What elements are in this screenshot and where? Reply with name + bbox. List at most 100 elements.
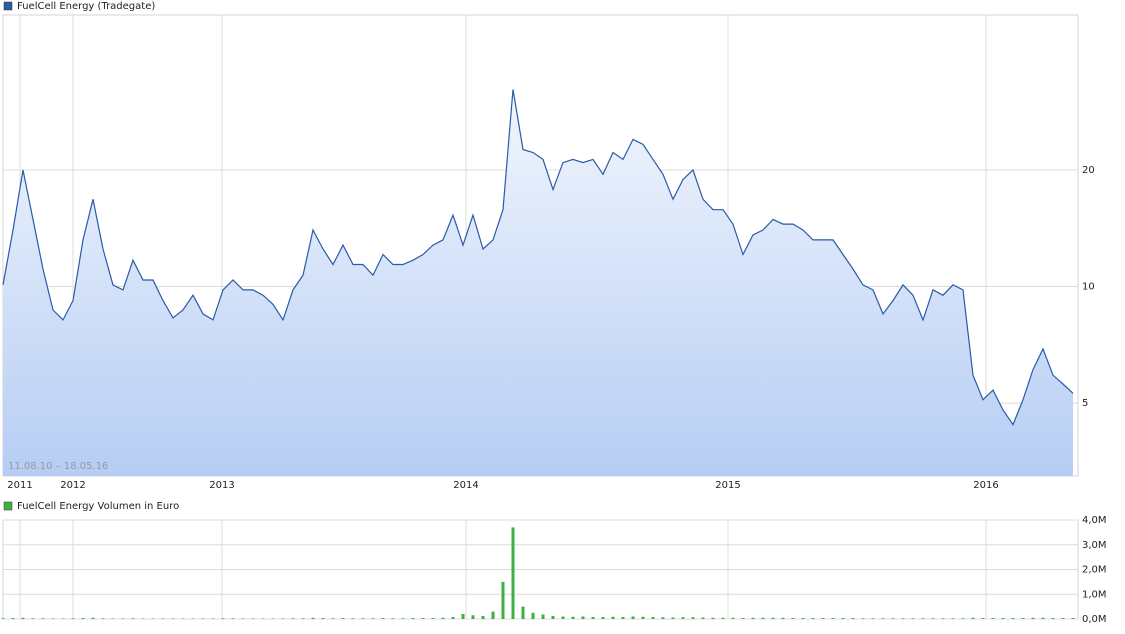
volume-bar: [552, 616, 555, 619]
volume-bar: [792, 618, 795, 619]
volume-bar: [132, 618, 135, 619]
volume-bar: [432, 618, 435, 619]
volume-bar: [562, 617, 565, 619]
volume-bar: [802, 618, 805, 619]
volume-bar: [332, 618, 335, 619]
volume-bar: [822, 618, 825, 619]
x-tick-label: 2011: [7, 480, 32, 491]
y-tick-label: 4,0M: [1082, 515, 1107, 526]
volume-bar: [622, 617, 625, 619]
volume-bar: [832, 618, 835, 619]
volume-bar: [532, 613, 535, 619]
y-tick-label: 3,0M: [1082, 540, 1107, 551]
volume-bar: [222, 618, 225, 619]
volume-bar: [1042, 618, 1045, 619]
volume-bar: [92, 618, 95, 619]
volume-bar: [602, 617, 605, 619]
volume-bar: [842, 618, 845, 619]
volume-bar: [412, 618, 415, 619]
volume-bar: [762, 618, 765, 619]
volume-bar: [232, 618, 235, 619]
volume-bar: [472, 615, 475, 619]
volume-bar: [1052, 618, 1055, 619]
volume-bar: [752, 618, 755, 619]
volume-bar: [872, 618, 875, 619]
volume-bar: [682, 617, 685, 619]
volume-bar: [952, 618, 955, 619]
volume-bar: [322, 618, 325, 619]
x-tick-label: 2013: [209, 480, 234, 491]
volume-bar: [612, 617, 615, 619]
volume-bar: [882, 618, 885, 619]
volume-bar: [722, 618, 725, 619]
volume-bar: [82, 618, 85, 619]
volume-bar: [422, 618, 425, 619]
volume-bar: [402, 618, 405, 619]
volume-bar: [502, 582, 505, 619]
y-tick-label: 10: [1082, 282, 1095, 293]
volume-bar: [932, 618, 935, 619]
volume-bar: [1022, 618, 1025, 619]
y-tick-label: 5: [1082, 398, 1088, 409]
y-tick-label: 20: [1082, 165, 1095, 176]
volume-bar: [392, 618, 395, 619]
volume-bar: [642, 617, 645, 619]
volume-bar: [712, 618, 715, 619]
volume-bar: [12, 618, 15, 619]
volume-bar: [102, 618, 105, 619]
volume-bar: [72, 618, 75, 619]
volume-bar: [42, 618, 45, 619]
volume-bar: [22, 618, 25, 619]
volume-bar: [2, 618, 5, 619]
x-tick-label: 2014: [453, 480, 478, 491]
volume-bar: [692, 617, 695, 619]
volume-bar: [652, 617, 655, 619]
volume-bar: [32, 618, 35, 619]
volume-bar: [782, 618, 785, 619]
volume-bar: [742, 618, 745, 619]
volume-bar: [362, 618, 365, 619]
legend-label: FuelCell Energy Volumen in Euro: [17, 501, 179, 512]
volume-bar: [672, 618, 675, 619]
volume-bar: [1002, 618, 1005, 619]
x-tick-label: 2015: [715, 480, 740, 491]
volume-bar: [462, 614, 465, 619]
volume-bar: [962, 618, 965, 619]
volume-bar: [662, 617, 665, 619]
volume-bar: [892, 618, 895, 619]
legend-swatch: [4, 502, 12, 510]
volume-bar: [1062, 618, 1065, 619]
volume-bar: [1032, 618, 1035, 619]
volume-bar: [732, 618, 735, 619]
volume-bar: [442, 618, 445, 619]
legend-label: FuelCell Energy (Tradegate): [17, 1, 155, 12]
volume-bar: [992, 618, 995, 619]
volume-bar: [912, 618, 915, 619]
y-tick-label: 1,0M: [1082, 589, 1107, 600]
volume-bar: [972, 618, 975, 619]
volume-bar: [302, 618, 305, 619]
volume-bar: [542, 615, 545, 619]
volume-bar: [292, 618, 295, 619]
volume-bar: [942, 618, 945, 619]
volume-bar: [862, 618, 865, 619]
volume-bar: [522, 607, 525, 619]
volume-bar: [572, 617, 575, 619]
date-range: 11.08.10 – 18.05.16: [8, 461, 108, 472]
volume-bar: [1072, 618, 1075, 619]
volume-bar: [312, 618, 315, 619]
volume-bar: [492, 612, 495, 619]
volume-bar: [582, 617, 585, 619]
x-tick-label: 2016: [973, 480, 998, 491]
volume-bar: [352, 618, 355, 619]
volume-bar: [512, 527, 515, 619]
volume-bar: [852, 618, 855, 619]
volume-bar: [342, 618, 345, 619]
volume-bar: [632, 617, 635, 619]
volume-bar: [702, 618, 705, 619]
volume-bar: [452, 617, 455, 619]
y-tick-label: 0,0M: [1082, 614, 1107, 625]
volume-bar: [382, 618, 385, 619]
volume-bar: [922, 618, 925, 619]
